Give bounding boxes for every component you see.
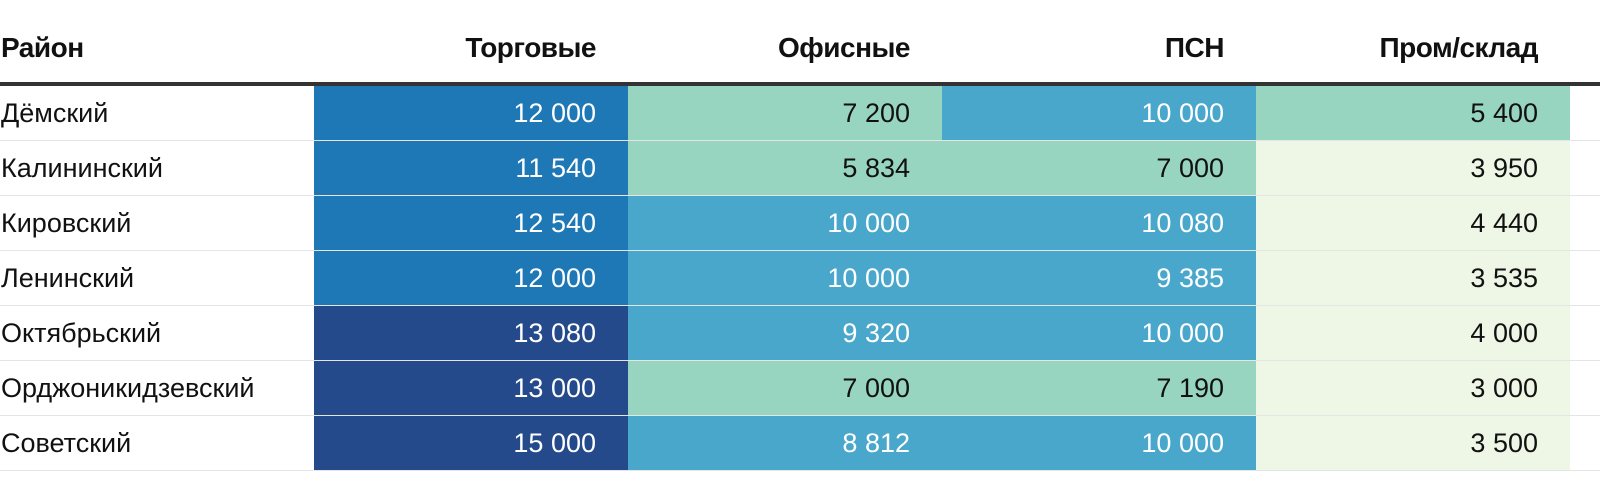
district-name-cell: Советский bbox=[1, 427, 132, 458]
district-name-cell: Ленинский bbox=[1, 262, 135, 293]
table-row: Октябрьский 13 080 9 320 10 000 4 000 bbox=[0, 306, 1600, 361]
district-name-cell: Дёмский bbox=[1, 97, 109, 128]
table-body: Дёмский 12 000 7 200 10 000 5 400 Калининский… bbox=[0, 86, 1600, 471]
table-row: Советский 15 000 8 812 10 000 3 500 bbox=[0, 416, 1600, 471]
value-cell: 7 000 bbox=[628, 361, 942, 415]
value-cell: 11 540 bbox=[314, 141, 628, 195]
value-cell: 10 080 bbox=[942, 196, 1256, 250]
table-row: Кировский 12 540 10 000 10 080 4 440 bbox=[0, 196, 1600, 251]
value-cell: 10 000 bbox=[942, 306, 1256, 360]
value-cell: 3 535 bbox=[1256, 251, 1570, 305]
column-header-office: Офисные bbox=[778, 32, 910, 63]
district-name-cell: Кировский bbox=[1, 207, 132, 238]
value-cell: 4 440 bbox=[1256, 196, 1570, 250]
value-cell: 9 385 bbox=[942, 251, 1256, 305]
column-header-retail: Торговые bbox=[465, 32, 596, 63]
value-cell: 15 000 bbox=[314, 416, 628, 470]
value-cell: 12 000 bbox=[314, 86, 628, 140]
column-header-district: Район bbox=[1, 32, 84, 63]
column-header-industrial-warehouse: Пром/склад bbox=[1379, 32, 1538, 63]
column-header-psn: ПСН bbox=[1164, 32, 1225, 63]
district-name-cell: Калининский bbox=[1, 152, 163, 183]
value-cell: 10 000 bbox=[628, 251, 942, 305]
district-name-cell: Октябрьский bbox=[1, 317, 162, 348]
value-cell: 5 834 bbox=[628, 141, 942, 195]
value-cell: 8 812 bbox=[628, 416, 942, 470]
value-cell: 10 000 bbox=[942, 86, 1256, 140]
data-table: Район Торговые Офисные ПСН Пром/склад Дё… bbox=[0, 0, 1600, 471]
value-cell: 12 000 bbox=[314, 251, 628, 305]
value-cell: 7 000 bbox=[942, 141, 1256, 195]
value-cell: 5 400 bbox=[1256, 86, 1570, 140]
value-cell: 9 320 bbox=[628, 306, 942, 360]
table-row: Дёмский 12 000 7 200 10 000 5 400 bbox=[0, 86, 1600, 141]
value-cell: 4 000 bbox=[1256, 306, 1570, 360]
value-cell: 12 540 bbox=[314, 196, 628, 250]
value-cell: 3 950 bbox=[1256, 141, 1570, 195]
value-cell: 13 080 bbox=[314, 306, 628, 360]
value-cell: 3 500 bbox=[1256, 416, 1570, 470]
value-cell: 10 000 bbox=[942, 416, 1256, 470]
value-cell: 13 000 bbox=[314, 361, 628, 415]
value-cell: 7 200 bbox=[628, 86, 942, 140]
value-cell: 10 000 bbox=[628, 196, 942, 250]
table-row: Орджоникидзевский 13 000 7 000 7 190 3 000 bbox=[0, 361, 1600, 416]
district-name-cell: Орджоникидзевский bbox=[1, 372, 255, 403]
table-row: Калининский 11 540 5 834 7 000 3 950 bbox=[0, 141, 1600, 196]
value-cell: 3 000 bbox=[1256, 361, 1570, 415]
table-header: Район Торговые Офисные ПСН Пром/склад bbox=[0, 0, 1600, 86]
table-row: Ленинский 12 000 10 000 9 385 3 535 bbox=[0, 251, 1600, 306]
value-cell: 7 190 bbox=[942, 361, 1256, 415]
